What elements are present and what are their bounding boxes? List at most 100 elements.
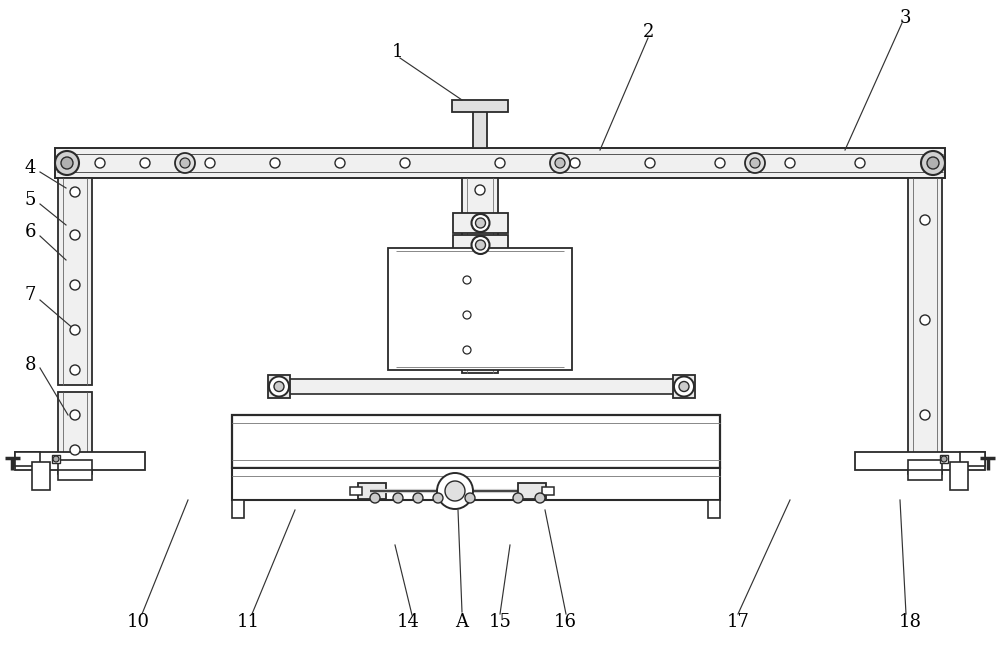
Circle shape [920, 410, 930, 420]
Bar [908, 178, 942, 460]
Bar [58, 460, 92, 474]
Circle shape [400, 158, 410, 168]
Bar [288, 379, 675, 394]
Text: 18: 18 [898, 613, 922, 631]
Circle shape [393, 493, 403, 503]
Bar [453, 235, 508, 255]
Circle shape [745, 153, 765, 173]
Circle shape [785, 158, 795, 168]
Bar [232, 500, 244, 518]
Circle shape [205, 158, 215, 168]
Text: 8: 8 [24, 356, 36, 374]
Circle shape [70, 445, 80, 455]
Circle shape [70, 280, 80, 290]
Text: 5: 5 [24, 191, 36, 209]
Bar [358, 483, 386, 499]
Circle shape [476, 240, 486, 250]
Circle shape [920, 215, 930, 225]
Bar [350, 487, 362, 495]
Bar [950, 462, 968, 490]
Circle shape [70, 325, 80, 335]
Text: 16: 16 [554, 613, 576, 631]
Circle shape [445, 481, 465, 501]
Circle shape [570, 158, 580, 168]
Bar [52, 455, 60, 463]
Circle shape [855, 158, 865, 168]
Circle shape [70, 187, 80, 197]
Circle shape [472, 214, 490, 232]
Circle shape [335, 158, 345, 168]
Circle shape [463, 311, 471, 319]
Circle shape [413, 493, 423, 503]
Bar [452, 100, 508, 112]
Bar [58, 392, 92, 460]
Circle shape [270, 158, 280, 168]
Circle shape [750, 158, 760, 168]
Text: 1: 1 [392, 43, 404, 61]
Circle shape [53, 456, 59, 462]
Text: 7: 7 [24, 286, 36, 304]
Bar [32, 462, 50, 490]
Circle shape [437, 473, 473, 509]
Text: 17: 17 [727, 613, 749, 631]
Circle shape [465, 493, 475, 503]
Bar [55, 148, 945, 178]
Bar [453, 213, 508, 233]
Bar [15, 452, 40, 466]
Bar [15, 452, 145, 470]
Circle shape [180, 158, 190, 168]
Text: 2: 2 [642, 23, 654, 41]
Circle shape [95, 158, 105, 168]
Bar [960, 452, 985, 466]
Circle shape [941, 456, 947, 462]
Text: 10: 10 [126, 613, 150, 631]
Bar [855, 452, 985, 470]
Bar [473, 110, 487, 148]
Circle shape [370, 493, 380, 503]
Text: 3: 3 [899, 9, 911, 27]
Circle shape [550, 153, 570, 173]
Circle shape [269, 376, 289, 396]
Bar [232, 415, 720, 468]
Bar [542, 487, 554, 495]
Circle shape [475, 185, 485, 195]
Bar [388, 248, 572, 370]
Bar [232, 468, 720, 500]
Circle shape [535, 493, 545, 503]
Bar [673, 375, 695, 398]
Circle shape [555, 158, 565, 168]
Bar [940, 455, 948, 463]
Circle shape [495, 158, 505, 168]
Circle shape [70, 230, 80, 240]
Circle shape [715, 158, 725, 168]
Circle shape [645, 158, 655, 168]
Circle shape [674, 376, 694, 396]
Circle shape [55, 151, 79, 175]
Bar [708, 500, 720, 518]
Circle shape [140, 158, 150, 168]
Circle shape [433, 493, 443, 503]
Circle shape [472, 236, 490, 254]
Circle shape [61, 157, 73, 169]
Circle shape [476, 218, 486, 228]
Text: 11: 11 [237, 613, 260, 631]
Circle shape [463, 346, 471, 354]
Circle shape [463, 276, 471, 284]
Bar [462, 178, 498, 373]
Text: 4: 4 [24, 159, 36, 177]
Text: 6: 6 [24, 223, 36, 241]
Circle shape [927, 157, 939, 169]
Circle shape [920, 315, 930, 325]
Text: 15: 15 [489, 613, 511, 631]
Circle shape [70, 410, 80, 420]
Circle shape [274, 382, 284, 392]
Circle shape [175, 153, 195, 173]
Bar [518, 483, 546, 499]
Bar [908, 460, 942, 474]
Bar [908, 470, 942, 480]
Circle shape [513, 493, 523, 503]
Bar [58, 470, 92, 480]
Circle shape [921, 151, 945, 175]
Text: 14: 14 [397, 613, 419, 631]
Bar [58, 178, 92, 385]
